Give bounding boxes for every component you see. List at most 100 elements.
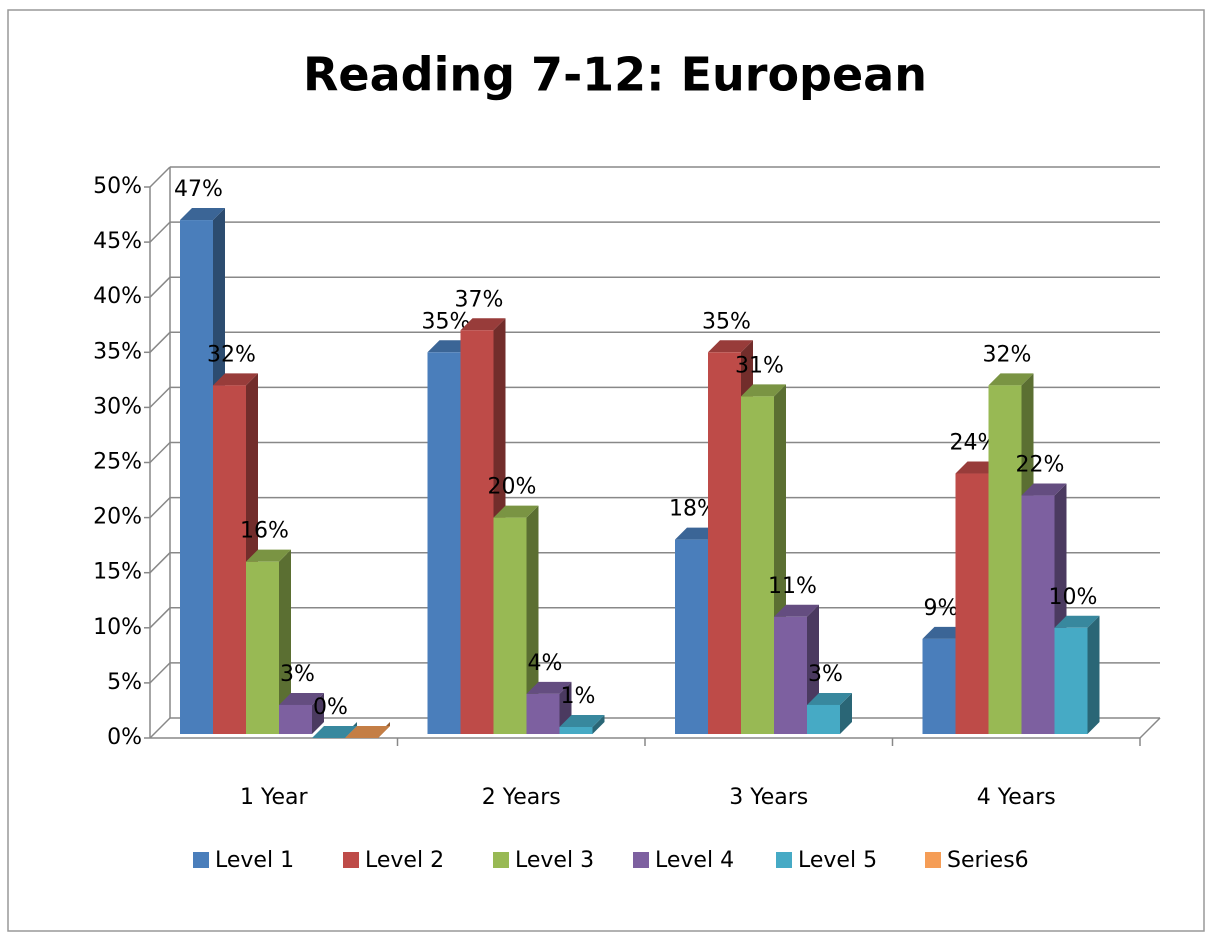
bar-face (279, 704, 312, 734)
grid-side (149, 386, 171, 408)
y-tick-label: 50% (93, 174, 142, 199)
bar-face (460, 318, 506, 331)
bar (279, 692, 324, 734)
bar (774, 604, 819, 734)
data-label: 9% (924, 596, 959, 621)
bar-face (279, 549, 291, 734)
data-label: 35% (702, 309, 751, 334)
legend-label: Level 1 (215, 848, 294, 873)
legend-swatch (193, 852, 209, 868)
floor-right (1139, 717, 1161, 739)
bar-face (955, 473, 989, 734)
y-tick-label: 40% (93, 284, 142, 309)
grid-side (149, 607, 171, 629)
x-tick-label: 2 Years (482, 785, 561, 810)
y-tick-label: 45% (93, 229, 142, 254)
bar-face (988, 385, 1022, 734)
bar (246, 549, 291, 734)
data-label: 0% (313, 695, 348, 720)
legend-swatch (343, 852, 359, 868)
bar-face (708, 352, 741, 734)
y-tick-label: 25% (93, 450, 142, 475)
data-label: 20% (488, 475, 537, 500)
y-tick-label: 20% (93, 505, 142, 530)
bar-face (807, 704, 840, 734)
bar-face (493, 505, 539, 518)
data-label: 47% (174, 177, 223, 202)
bar-face (807, 692, 852, 705)
x-tick-label: 3 Years (729, 785, 808, 810)
bar-face (312, 692, 324, 734)
data-label: 10% (1049, 585, 1098, 610)
grid-side (149, 221, 171, 243)
bar-face (559, 714, 605, 727)
legend-swatch (925, 852, 941, 868)
data-label: 32% (207, 342, 256, 367)
grid-side (149, 717, 171, 739)
bar-face (345, 726, 390, 738)
bar-face (559, 726, 593, 734)
legend-label: Level 4 (655, 848, 734, 873)
grid-side (149, 166, 171, 188)
legend-label: Series6 (947, 848, 1029, 873)
y-tick-label: 15% (93, 560, 142, 585)
x-tick-label: 4 Years (977, 785, 1056, 810)
legend-swatch (493, 852, 509, 868)
bar-face (840, 692, 852, 734)
bar-face (675, 539, 708, 734)
bar-face (180, 220, 213, 734)
y-tick-label: 0% (107, 725, 142, 750)
bar (526, 681, 572, 734)
legend-swatch (633, 852, 649, 868)
bar-face (774, 616, 807, 734)
y-tick-label: 30% (93, 394, 142, 419)
bar (1054, 615, 1100, 734)
grid-side (149, 276, 171, 298)
bar-face (1021, 495, 1055, 734)
bar-face (1021, 483, 1067, 496)
data-label: 4% (528, 651, 563, 676)
data-label: 31% (735, 353, 784, 378)
bar-face (312, 726, 357, 738)
bar-face (741, 384, 786, 397)
bar-face (526, 693, 560, 734)
grid-side (149, 497, 171, 519)
bar-face (922, 638, 956, 734)
data-label: 37% (455, 287, 504, 312)
data-label: 11% (768, 574, 817, 599)
bar-face (493, 517, 527, 734)
bar-face (774, 604, 819, 617)
data-label: 16% (240, 519, 289, 544)
bar (312, 722, 357, 738)
bar-face (246, 549, 291, 562)
bar-face (526, 681, 572, 694)
data-label: 32% (983, 342, 1032, 367)
bar (807, 692, 852, 734)
bar-face (1087, 615, 1100, 734)
legend-label: Level 2 (365, 848, 444, 873)
data-label: 22% (1016, 453, 1065, 478)
bar-face (526, 505, 539, 734)
data-label: 3% (280, 662, 315, 687)
legend-swatch (776, 852, 792, 868)
y-tick-label: 35% (93, 339, 142, 364)
bar-face (213, 373, 258, 386)
grid-side (149, 331, 171, 353)
y-tick-label: 5% (107, 670, 142, 695)
y-tick-label: 10% (93, 615, 142, 640)
bar-face (988, 373, 1034, 386)
bar-face (180, 208, 225, 221)
data-label: 3% (808, 662, 843, 687)
bar-face (1054, 615, 1100, 628)
legend-label: Level 3 (515, 848, 594, 873)
grid-side (149, 662, 171, 684)
bar-face (592, 714, 605, 734)
bar-face (460, 330, 494, 734)
bar-face (213, 385, 246, 734)
bar-face (708, 340, 753, 353)
data-label: 1% (561, 684, 596, 709)
grid-side (149, 552, 171, 574)
x-tick-label: 1 Year (240, 785, 309, 810)
grid-side (149, 441, 171, 464)
